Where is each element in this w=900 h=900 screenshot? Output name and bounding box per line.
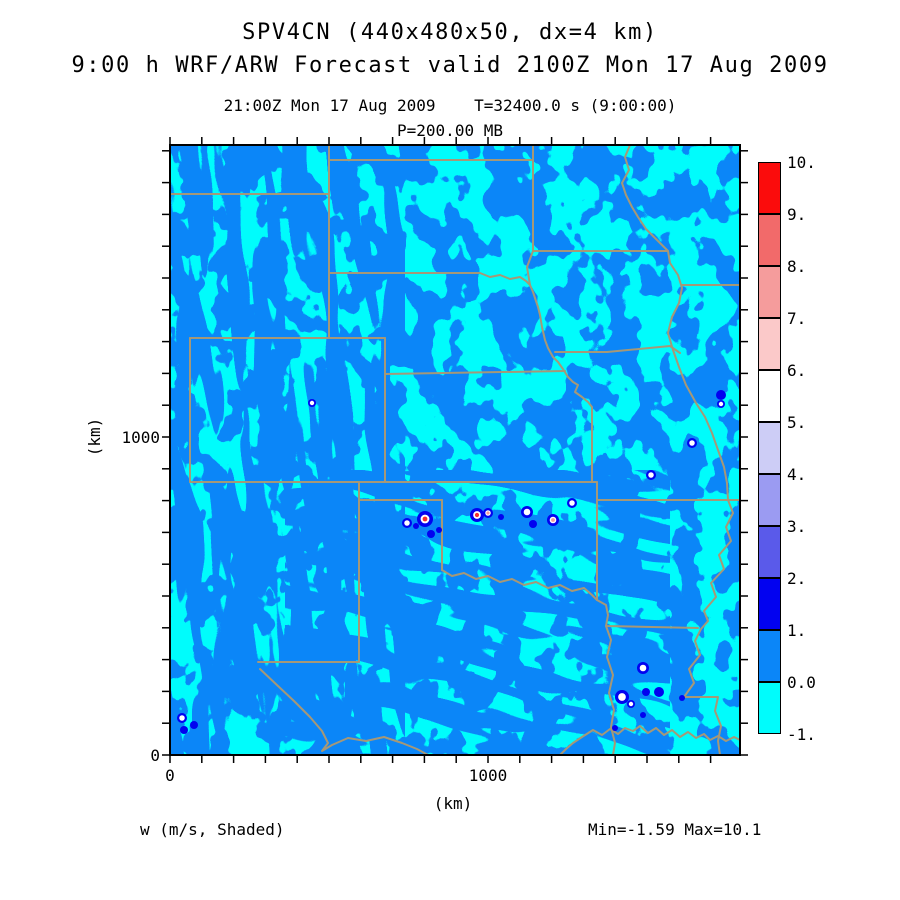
storm-cell-inner — [618, 693, 626, 701]
storm-cell-ring — [679, 695, 685, 701]
plot-subtitle: 9:00 h WRF/ARW Forecast valid 2100Z Mon … — [71, 53, 829, 78]
storm-cell-ring — [190, 721, 198, 729]
storm-cell-ring — [427, 530, 435, 538]
colorbar-tick-label: 0.0 — [787, 673, 816, 692]
border-mo-ia — [554, 345, 681, 354]
storm-cell-ring — [716, 390, 726, 400]
colorbar-tick-label: 9. — [787, 205, 807, 224]
x-axis-tick-label-0: 0 — [165, 766, 175, 785]
border-ar-la — [605, 625, 699, 629]
colorbar-block — [758, 370, 781, 422]
storm-cell-core — [422, 516, 428, 522]
colorbar-block — [758, 162, 781, 214]
storm-cell-ring — [640, 712, 646, 718]
colorbar-block — [758, 682, 781, 734]
field-name-label: w (m/s, Shaded) — [140, 820, 285, 839]
valid-time-line: 21:00Z Mon 17 Aug 2009 T=32400.0 s (9:00… — [223, 96, 677, 115]
storm-cell-ring — [413, 523, 419, 529]
border-big-sioux — [526, 250, 534, 286]
storm-cell-inner — [179, 715, 185, 721]
pressure-level-line: P=200.00 MB — [397, 121, 503, 140]
colorbar-tick-label: 7. — [787, 309, 807, 328]
colorbar-tick-label: 8. — [787, 257, 807, 276]
border-la-ms-pearl — [683, 696, 722, 755]
storm-cell-core — [551, 518, 555, 522]
border-mississippi-river — [621, 145, 734, 698]
storm-cell-ring — [642, 688, 650, 696]
colorbar-block — [758, 422, 781, 474]
storm-cell-core — [486, 511, 490, 515]
storm-cell-ring — [498, 514, 504, 520]
colorbar-tick-label: 1. — [787, 621, 807, 640]
storm-cell-inner — [628, 701, 634, 707]
plot-frame — [169, 144, 741, 756]
colorbar-tick-label: 5. — [787, 413, 807, 432]
shaded-field-layer — [170, 145, 740, 755]
border-ne-ks — [384, 370, 566, 375]
storm-cell-ring — [180, 726, 188, 734]
colorbar-block — [758, 578, 781, 630]
storm-cells-layer — [177, 390, 726, 734]
colorbar-block — [758, 474, 781, 526]
min-max-label: Min=-1.59 Max=10.1 — [588, 820, 762, 839]
x-axis-unit-label: (km) — [433, 794, 473, 813]
storm-cell-inner — [404, 520, 410, 526]
x-axis-tick-label-1000: 1000 — [468, 766, 508, 785]
colorbar-tick-label: 4. — [787, 465, 807, 484]
storm-cell-inner — [523, 508, 531, 516]
colorbar-tick-label: 3. — [787, 517, 807, 536]
storm-cell-inner — [648, 472, 654, 478]
storm-cell-core — [474, 512, 480, 518]
border-red-river — [441, 569, 598, 601]
colorbar-tick-label: 6. — [787, 361, 807, 380]
storm-cell-inner — [639, 664, 647, 672]
axis-ticks — [162, 137, 748, 763]
colorbar: 10. 9. 8. 7. 6. 5. 4. 3. 2. 1. 0.0 -1. — [758, 153, 816, 744]
colorbar-tick-label: 10. — [787, 153, 816, 172]
colorbar-tick-label: 2. — [787, 569, 807, 588]
storm-cell-inner — [569, 500, 575, 506]
border-missouri-river — [529, 284, 593, 483]
storm-cell-inner — [309, 400, 315, 406]
colorbar-block — [758, 214, 781, 266]
plot-title: SPV4CN (440x480x50, dx=4 km) — [242, 20, 658, 45]
colorbar-block — [758, 526, 781, 578]
storm-cell-inner — [689, 440, 695, 446]
storm-cell-ring — [529, 520, 537, 528]
storm-cell-ring — [436, 527, 442, 533]
border-sd-ne — [328, 272, 531, 286]
storm-cell-ring — [654, 687, 664, 697]
state-boundaries — [170, 145, 740, 755]
colorbar-block — [758, 318, 781, 370]
colorbar-block — [758, 630, 781, 682]
colorbar-block — [758, 266, 781, 318]
storm-cell-ring — [612, 725, 618, 731]
border-gulf-coast — [559, 725, 740, 755]
storm-cell-inner — [718, 401, 724, 407]
colorbar-tick-label: -1. — [787, 725, 816, 744]
y-axis-tick-label-1000: 1000 — [121, 428, 160, 447]
border-rio-grande — [259, 668, 429, 755]
y-axis-tick-label-0: 0 — [150, 746, 160, 765]
